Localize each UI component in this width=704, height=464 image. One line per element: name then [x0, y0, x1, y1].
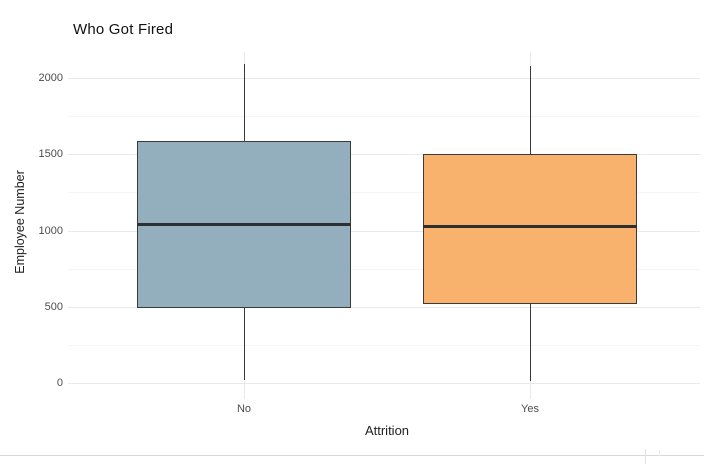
- median-line-yes: [423, 225, 637, 229]
- y-tick-label: 1500: [38, 148, 63, 161]
- y-axis-title: Employee Number: [13, 170, 27, 274]
- divider-tick: [659, 450, 660, 456]
- y-gridline-minor: [68, 116, 700, 118]
- y-gridline-major: [68, 306, 700, 308]
- lower-whisker-no: [243, 308, 245, 380]
- pane-divider: [0, 449, 704, 464]
- y-tick-label: 500: [44, 300, 63, 313]
- x-axis-title: Attrition: [364, 423, 410, 438]
- x-gridline-major: [530, 52, 531, 399]
- upper-whisker-yes: [529, 65, 531, 155]
- chart-title: Who Got Fired: [73, 21, 174, 38]
- y-gridline-minor: [68, 192, 700, 194]
- y-gridline-major: [68, 154, 700, 156]
- y-tick-label: 1000: [38, 224, 63, 237]
- y-tick-label: 0: [56, 377, 63, 389]
- x-tick-label: Yes: [521, 403, 539, 415]
- y-tick-label: 2000: [38, 72, 63, 84]
- boxplot-box-no: [137, 141, 351, 309]
- x-gridline-major: [244, 52, 245, 399]
- y-gridline-major: [68, 383, 700, 384]
- median-line-no: [137, 222, 351, 226]
- y-gridline-major: [68, 230, 700, 232]
- lower-whisker-yes: [529, 303, 531, 381]
- y-gridline-minor: [68, 268, 700, 270]
- upper-whisker-no: [243, 64, 245, 142]
- y-gridline-major: [68, 78, 700, 79]
- y-gridline-minor: [68, 344, 700, 346]
- boxplot-box-yes: [423, 154, 637, 304]
- x-tick-label: No: [236, 403, 252, 415]
- divider-tick: [645, 449, 646, 464]
